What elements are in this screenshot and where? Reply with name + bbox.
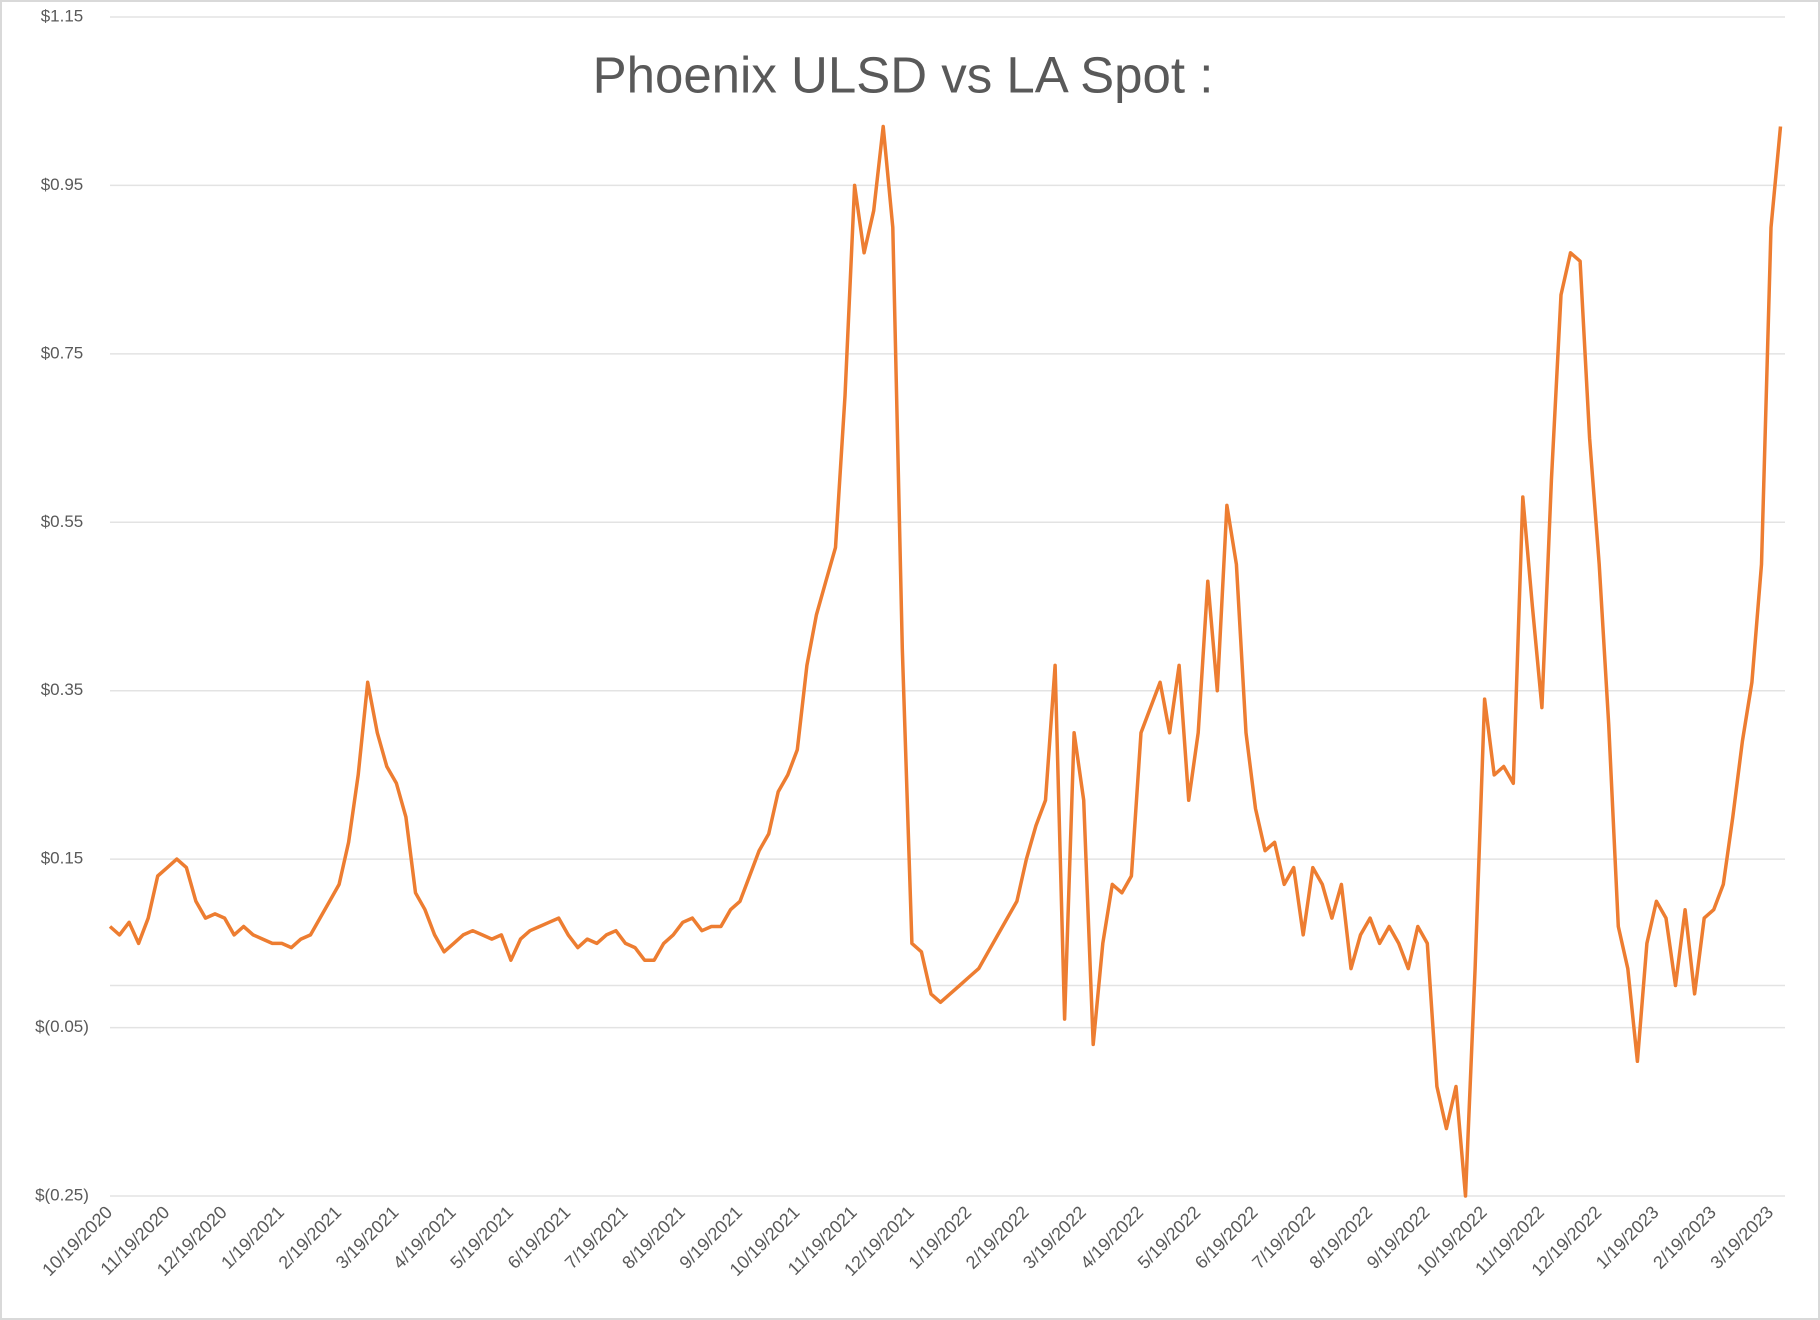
chart-title: Phoenix ULSD vs LA Spot : <box>593 46 1214 103</box>
y-tick-label: $(0.05) <box>35 1017 89 1036</box>
y-tick-label: $0.75 <box>41 343 84 362</box>
y-tick-label: $0.35 <box>41 680 84 699</box>
y-tick-label: $0.55 <box>41 512 84 531</box>
y-tick-label: $0.15 <box>41 849 84 868</box>
y-tick-label: $1.15 <box>41 6 84 25</box>
data-line <box>108 124 1783 1198</box>
y-tick-label: $0.95 <box>41 175 84 194</box>
y-tick-label: $(0.25) <box>35 1185 89 1204</box>
